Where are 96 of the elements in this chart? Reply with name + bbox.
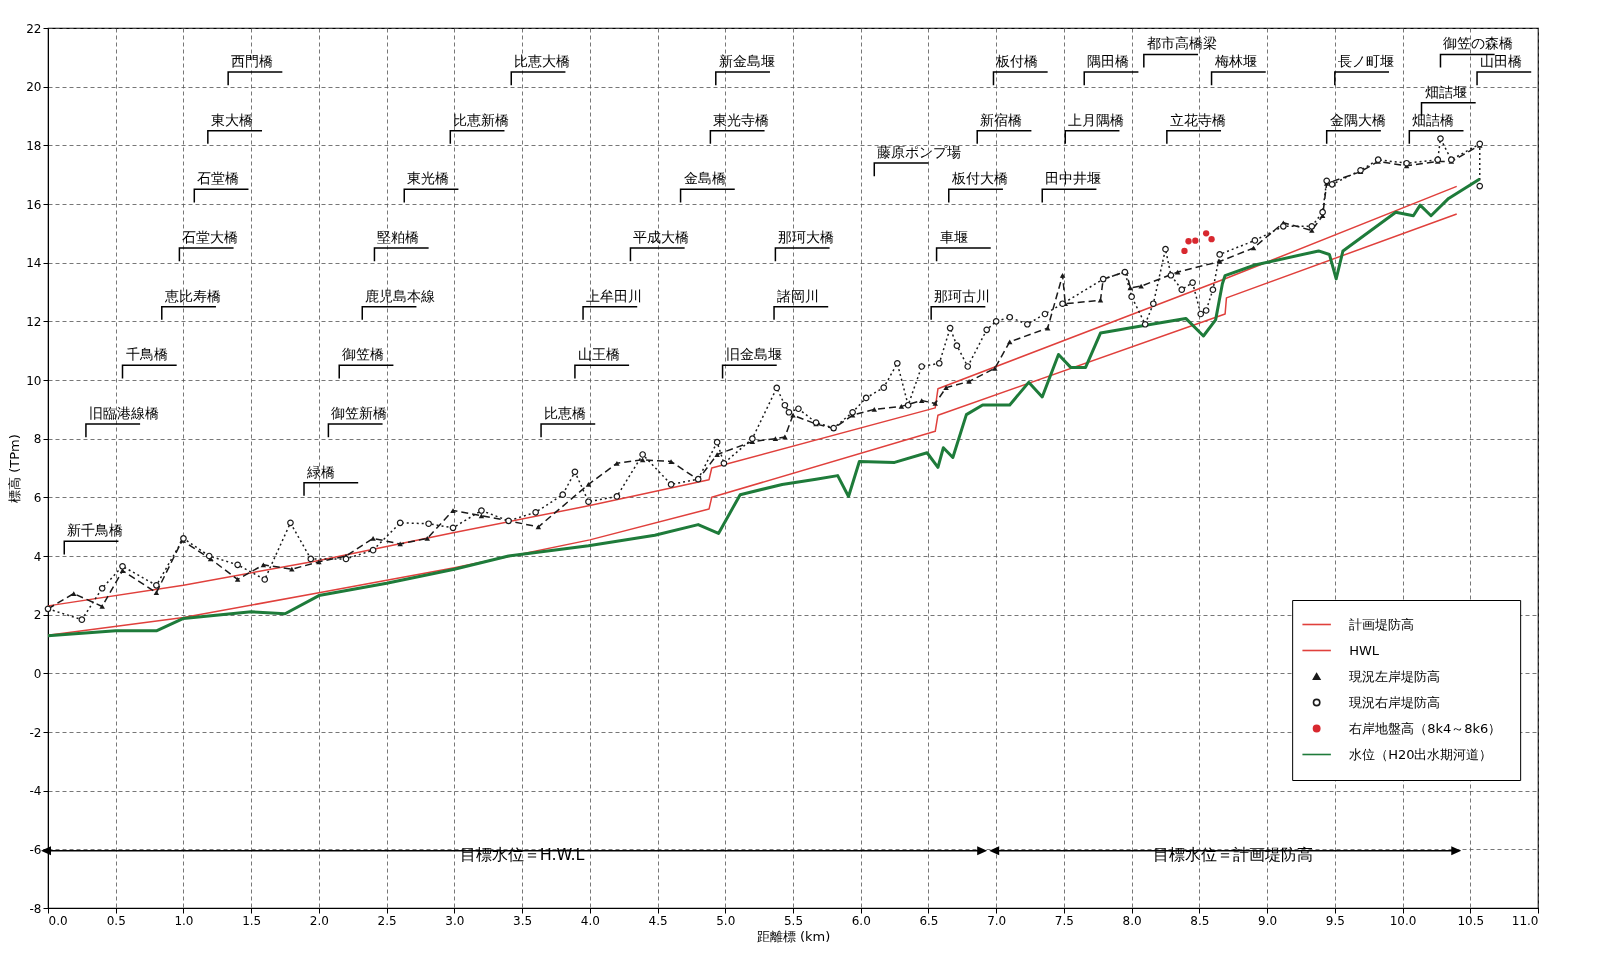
annotation: 御笠新橋 — [331, 405, 388, 421]
annotation: 板付大橋 — [950, 170, 1008, 187]
annotation: 板付橋 — [995, 53, 1039, 69]
y-tick-label: 22 — [26, 21, 42, 36]
annotation: 緑橋 — [306, 463, 336, 480]
annotation: 石堂橋 — [197, 170, 240, 187]
annotation: 金島橋 — [683, 170, 726, 187]
x-axis-title: 距離標 (km) — [756, 928, 831, 944]
x-tick-label: 11.0 — [1511, 913, 1539, 928]
x-tick-label: 3.5 — [513, 913, 533, 928]
x-tick-label: 2.0 — [309, 913, 329, 928]
annotation: 畑詰堰 — [1424, 83, 1467, 100]
annotation: 鹿児島本線 — [365, 287, 436, 304]
annotation: 諸岡川 — [777, 287, 820, 304]
x-tick-label: 10.5 — [1457, 913, 1485, 928]
annotation: 東大橋 — [210, 111, 253, 128]
y-tick-label: 18 — [26, 138, 42, 153]
annotation: 東光橋 — [407, 170, 450, 187]
annotation: 比恵橋 — [544, 405, 587, 421]
point — [1185, 238, 1192, 245]
legend-label: 現況右岸堤防高 — [1349, 694, 1441, 710]
x-tick-label: 4.0 — [580, 913, 600, 928]
x-tick-label: 9.0 — [1258, 913, 1278, 928]
y-axis-title: 標高 (TPm) — [7, 434, 23, 503]
annotation: 藤原ポンプ場 — [877, 143, 962, 160]
y-tick-label: 4 — [33, 549, 42, 564]
annotation: 車堰 — [939, 229, 968, 245]
annotation: 旧臨港線橋 — [88, 405, 159, 421]
annotation: 都市高橋梁 — [1146, 35, 1217, 52]
x-tick-label: 6.0 — [851, 913, 871, 928]
annotation: 平成大橋 — [633, 229, 690, 245]
annotation: 新宿橋 — [980, 111, 1023, 128]
legend-label: 右岸地盤高（8k4～8k6） — [1349, 720, 1502, 736]
y-tick-label: 12 — [26, 314, 42, 329]
y-tick-label: 0 — [33, 666, 42, 681]
x-tick-label: 7.0 — [987, 913, 1007, 928]
annotation: 上月隅橋 — [1068, 111, 1125, 128]
annotation: 恵比寿橋 — [163, 287, 221, 304]
legend-label: 水位（H20出水期河道） — [1349, 746, 1493, 762]
legend-label: 現況左岸堤防高 — [1349, 668, 1441, 684]
x-tick-label: 9.5 — [1325, 913, 1345, 928]
y-tick-label: 8 — [33, 432, 42, 447]
y-tick-label: 6 — [33, 490, 42, 505]
x-tick-label: 0.5 — [106, 913, 126, 928]
x-tick-label: 5.5 — [783, 913, 804, 928]
x-tick-label: 1.5 — [242, 913, 262, 928]
annotation: 新金島堰 — [718, 53, 775, 69]
annotation: 御笠橋 — [342, 346, 385, 363]
x-tick-label: 1.0 — [174, 913, 194, 928]
y-tick-label: 16 — [26, 197, 42, 212]
point — [1208, 236, 1215, 243]
x-tick-label: 0.0 — [48, 913, 68, 928]
x-tick-label: 2.5 — [377, 913, 397, 928]
x-tick-label: 4.5 — [648, 913, 668, 928]
annotation: 東光寺橋 — [713, 111, 770, 128]
y-tick-label: -6 — [29, 842, 42, 857]
x-tick-label: 3.0 — [445, 913, 465, 928]
annotation: 堅粕橋 — [377, 229, 420, 245]
y-tick-label: -4 — [29, 784, 42, 799]
annotation: 比恵大橋 — [514, 53, 571, 69]
annotation: 比恵新橋 — [453, 111, 510, 128]
x-tick-label: 8.0 — [1122, 913, 1142, 928]
x-tick-label: 6.5 — [919, 913, 939, 928]
annotation: 田中井堰 — [1045, 170, 1102, 187]
y-tick-label: 20 — [26, 80, 42, 95]
annotation: 西門橋 — [231, 53, 274, 69]
point — [1192, 237, 1199, 244]
annotation: 長ノ町堰 — [1337, 53, 1394, 69]
annotation: 山田橋 — [1480, 53, 1523, 69]
x-tick-label: 5.0 — [716, 913, 736, 928]
y-tick-label: -2 — [29, 725, 42, 740]
point — [1202, 230, 1210, 237]
annotation: 山王橋 — [577, 346, 620, 363]
legend-label: 計画堤防高 — [1349, 616, 1415, 632]
annotation: 那珂大橋 — [778, 229, 835, 245]
legend-label: HWL — [1349, 642, 1380, 658]
y-tick-label: 2 — [33, 608, 42, 623]
x-tick-label: 10.0 — [1389, 913, 1417, 928]
annotation: 御笠の森橋 — [1443, 35, 1514, 52]
annotation: 梅林堰 — [1213, 53, 1257, 69]
annotation: 那珂古川 — [934, 287, 991, 304]
annotation: 石堂大橋 — [182, 229, 239, 245]
annotation: 旧金島堰 — [725, 346, 782, 363]
annotation: 立花寺橋 — [1169, 111, 1226, 128]
point — [1181, 247, 1188, 255]
annotation: 千鳥橋 — [125, 346, 168, 363]
annotation: 金隅大橋 — [1329, 111, 1386, 128]
x-tick-label: 8.5 — [1190, 913, 1210, 928]
x-tick-label: 7.5 — [1054, 913, 1074, 928]
annotation: 新千鳥橋 — [67, 522, 124, 539]
y-tick-label: 14 — [26, 256, 42, 271]
annotation: 畑詰橋 — [1412, 111, 1455, 128]
y-tick-label: 10 — [26, 373, 42, 388]
annotation: 隅田橋 — [1087, 53, 1130, 69]
annotation: 上牟田川 — [586, 287, 643, 304]
y-tick-label: -8 — [29, 901, 42, 916]
